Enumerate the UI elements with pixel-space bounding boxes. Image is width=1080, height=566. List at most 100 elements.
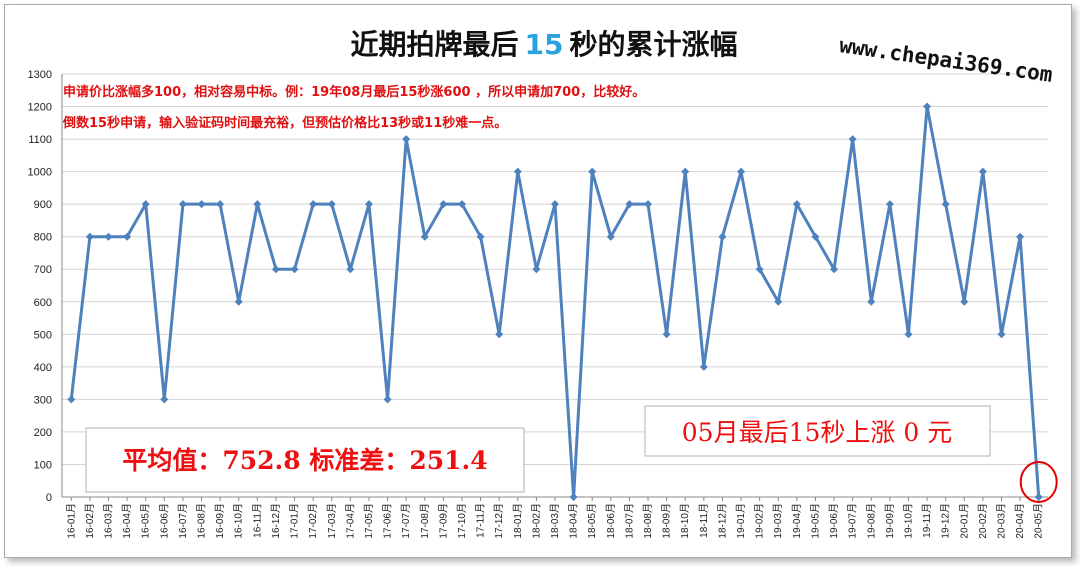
data-point bbox=[197, 200, 206, 209]
data-point bbox=[67, 395, 76, 404]
data-point bbox=[551, 200, 559, 209]
x-tick-label: 17-01月 bbox=[289, 503, 301, 539]
y-tick-label: 600 bbox=[34, 297, 52, 309]
chart-title: 近期拍牌最后 15 秒的累计涨幅 bbox=[351, 28, 738, 61]
x-tick-label: 18-02月 bbox=[530, 503, 542, 539]
data-point bbox=[1034, 493, 1043, 501]
data-point bbox=[253, 200, 262, 209]
data-point bbox=[606, 232, 615, 241]
data-point bbox=[1016, 232, 1025, 241]
x-tick-label: 19-06月 bbox=[828, 503, 840, 539]
x-tick-label: 18-10月 bbox=[679, 503, 691, 539]
data-point bbox=[699, 362, 708, 371]
y-tick-label: 900 bbox=[34, 199, 52, 211]
x-tick-label: 17-08月 bbox=[419, 503, 431, 539]
data-point bbox=[476, 232, 485, 241]
y-tick-label: 200 bbox=[34, 427, 52, 439]
x-tick-label: 17-05月 bbox=[363, 503, 375, 539]
x-tick-label: 17-07月 bbox=[400, 503, 412, 539]
stats-box bbox=[85, 427, 525, 493]
x-tick-label: 20-05月 bbox=[1033, 503, 1045, 539]
y-tick-label: 800 bbox=[34, 232, 52, 244]
chart-title-before: 近期拍牌最后 bbox=[351, 28, 519, 61]
x-tick-label: 16-10月 bbox=[233, 503, 245, 539]
x-tick-label: 19-03月 bbox=[772, 503, 784, 539]
data-point bbox=[718, 232, 727, 241]
x-tick-label: 18-03月 bbox=[549, 503, 561, 539]
data-point bbox=[830, 265, 839, 274]
latest-box bbox=[644, 405, 991, 457]
stats-text: 平均值：752.8 标准差：251.4 bbox=[122, 446, 487, 475]
latest-text: 05月最后15秒上涨 0 元 bbox=[682, 418, 952, 447]
x-tick-label: 19-11月 bbox=[921, 503, 933, 538]
data-point bbox=[941, 200, 950, 209]
data-point bbox=[960, 297, 969, 306]
data-point bbox=[774, 297, 783, 306]
data-point bbox=[160, 395, 169, 404]
x-tick-label: 18-12月 bbox=[716, 503, 728, 539]
x-tick-label: 20-01月 bbox=[958, 503, 970, 539]
y-tick-label: 400 bbox=[34, 362, 52, 374]
data-point bbox=[569, 493, 578, 501]
data-point bbox=[383, 395, 392, 404]
x-tick-label: 18-01月 bbox=[512, 503, 524, 539]
x-tick-label: 17-04月 bbox=[344, 503, 356, 539]
data-point bbox=[85, 232, 94, 241]
x-tick-label: 16-05月 bbox=[140, 503, 152, 539]
data-point bbox=[402, 135, 411, 144]
x-tick-label: 19-08月 bbox=[865, 503, 877, 539]
x-tick-label: 18-05月 bbox=[586, 503, 598, 539]
x-tick-label: 16-06月 bbox=[158, 503, 170, 539]
y-tick-label: 100 bbox=[34, 459, 52, 471]
data-point bbox=[867, 297, 876, 306]
x-tick-label: 20-03月 bbox=[995, 503, 1007, 539]
x-tick-label: 17-06月 bbox=[382, 503, 394, 539]
x-tick-label: 16-09月 bbox=[214, 503, 226, 539]
data-point bbox=[327, 200, 336, 209]
data-point bbox=[792, 200, 801, 209]
data-point bbox=[848, 135, 857, 144]
x-tick-label: 18-07月 bbox=[623, 503, 635, 539]
data-point bbox=[513, 167, 522, 176]
data-point bbox=[216, 200, 225, 209]
x-tick-label: 19-10月 bbox=[902, 503, 914, 539]
data-point bbox=[104, 232, 113, 241]
x-tick-label: 18-11月 bbox=[698, 503, 710, 538]
x-tick-label: 18-04月 bbox=[568, 503, 580, 539]
annotation-line-2: 倒数15秒申请，输入验证码时间最充裕，但预估价格比13秒或11秒难一点。 bbox=[62, 115, 507, 131]
x-tick-label: 19-05月 bbox=[809, 503, 821, 539]
data-point bbox=[271, 265, 280, 274]
data-point bbox=[978, 167, 987, 176]
x-tick-label: 19-09月 bbox=[884, 503, 896, 539]
x-tick-label: 18-06月 bbox=[605, 503, 617, 539]
x-tick-label: 19-04月 bbox=[791, 503, 803, 539]
data-point bbox=[588, 167, 597, 176]
data-point bbox=[532, 265, 541, 274]
y-tick-label: 1200 bbox=[28, 102, 52, 114]
data-point bbox=[141, 200, 150, 209]
y-tick-label: 1300 bbox=[28, 69, 52, 81]
x-tick-label: 17-02月 bbox=[307, 503, 319, 539]
x-tick-label: 18-08月 bbox=[642, 503, 654, 539]
x-tick-label: 18-09月 bbox=[661, 503, 673, 539]
x-tick-label: 17-11月 bbox=[475, 503, 487, 538]
data-point bbox=[644, 200, 653, 209]
x-tick-label: 16-07月 bbox=[177, 503, 189, 539]
data-point bbox=[885, 200, 894, 209]
data-point bbox=[123, 232, 132, 241]
y-axis: 0 100 200 300 400 500 600 700 800 900 1000 1100 1200… bbox=[28, 69, 63, 504]
x-axis: 16-01月 16-02月 16-03月 16-04月 16-05月 16-06月 16-0… bbox=[62, 496, 1048, 539]
x-tick-label: 19-02月 bbox=[754, 503, 766, 539]
x-tick-label: 17-09月 bbox=[437, 503, 449, 539]
data-point bbox=[439, 200, 448, 209]
data-point bbox=[457, 200, 466, 209]
x-tick-label: 19-07月 bbox=[847, 503, 859, 539]
y-tick-label: 700 bbox=[34, 264, 52, 276]
y-tick-label: 1100 bbox=[28, 134, 52, 146]
x-tick-label: 16-03月 bbox=[103, 503, 115, 539]
series-line bbox=[67, 102, 1043, 501]
data-point bbox=[625, 200, 634, 209]
x-tick-label: 16-02月 bbox=[84, 503, 96, 539]
